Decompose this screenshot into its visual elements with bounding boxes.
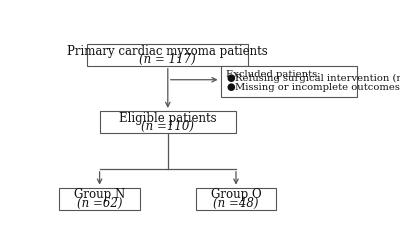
Text: ●: ● (226, 74, 235, 83)
FancyBboxPatch shape (100, 111, 236, 133)
Text: Excluded patients:: Excluded patients: (226, 70, 320, 79)
Text: ●: ● (226, 83, 235, 92)
Text: Group O: Group O (211, 188, 261, 201)
Text: Refusing surgical intervention (n =1): Refusing surgical intervention (n =1) (235, 74, 400, 83)
Text: Primary cardiac myxoma patients: Primary cardiac myxoma patients (68, 45, 268, 58)
Text: Eligible patients: Eligible patients (119, 112, 217, 125)
FancyBboxPatch shape (87, 44, 248, 66)
Text: Group N: Group N (74, 188, 125, 201)
Text: Missing or incomplete outcomes (n = 6): Missing or incomplete outcomes (n = 6) (235, 83, 400, 92)
FancyBboxPatch shape (59, 187, 140, 210)
FancyBboxPatch shape (220, 66, 357, 97)
Text: (n =110): (n =110) (141, 120, 194, 133)
Text: (n = 117): (n = 117) (140, 53, 196, 66)
FancyBboxPatch shape (196, 187, 276, 210)
Text: (n =48): (n =48) (213, 196, 259, 209)
Text: (n =62): (n =62) (77, 196, 122, 209)
